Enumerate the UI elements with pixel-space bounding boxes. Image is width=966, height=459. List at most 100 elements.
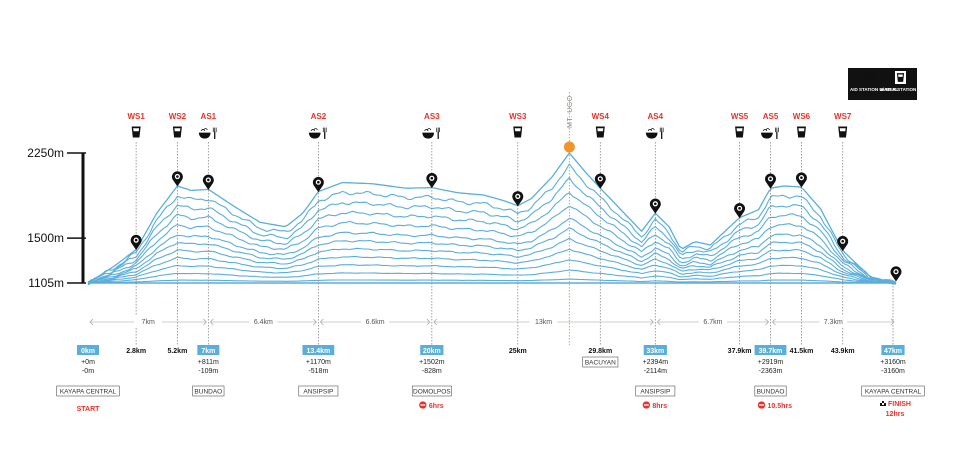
segment-label-bg — [249, 316, 278, 327]
station-markers: WS1 WS2 AS1 AS2 AS3 WS3 WS4 AS4 WS5 AS5 WS6 WS7 MT. … — [127, 92, 902, 345]
flag-square — [880, 401, 882, 403]
segment-label-bg — [529, 316, 558, 327]
cutoff-time: 10.5hrs — [768, 403, 793, 410]
contour-line-12 — [88, 278, 897, 284]
station-code-ws1: WS1 — [127, 112, 145, 121]
legend-aid-label: AID STATION w/ MEAL — [850, 87, 898, 92]
station-pin-icon — [594, 173, 606, 189]
contour-line-8 — [87, 237, 897, 285]
contour-line-3 — [87, 177, 897, 285]
aid-station-icon — [198, 127, 217, 140]
station-gain: +811m — [198, 359, 219, 366]
station-km-label: 43.9km — [831, 348, 855, 355]
station-pin-icon — [130, 234, 142, 251]
segment-label-bg — [134, 316, 163, 327]
segment-distance-label: 7km — [142, 319, 155, 326]
station-gain: +1170m — [306, 359, 331, 366]
segment-arrow-left — [433, 318, 438, 326]
legend: AID STATION w/ MEAL WATER STATION — [848, 68, 917, 100]
segment-arrow-left — [656, 318, 661, 326]
start-label: START — [77, 406, 101, 413]
station-km-label: 5.2km — [167, 348, 187, 355]
contour-line-2 — [87, 163, 897, 286]
km-highlight-label: 7km — [201, 348, 215, 355]
cutoff-time: 8hrs — [652, 403, 667, 410]
segment-arrow-right — [313, 318, 317, 326]
aid-station-icon — [308, 127, 328, 140]
flag-square — [884, 401, 886, 403]
station-code-ws6: WS6 — [793, 112, 811, 121]
segment-distance-label: 7.3km — [824, 319, 843, 326]
legend-box — [848, 68, 917, 100]
segment-arrow-right — [426, 318, 431, 326]
flag-square — [882, 403, 884, 405]
segment-arrow-left — [89, 318, 94, 326]
segment-arrow-right — [650, 318, 654, 326]
place-label: KAYAPA CENTRAL — [60, 389, 117, 396]
km-highlight-box — [643, 345, 667, 355]
contour-line-6 — [87, 217, 896, 284]
elevation-tick-label: 1105m — [28, 276, 64, 290]
station-loss: -109m — [198, 368, 218, 375]
station-pin-icon — [837, 235, 849, 252]
place-box — [754, 385, 787, 397]
station-pin-icon — [202, 174, 214, 190]
station-pin-icon — [795, 172, 807, 188]
cutoff-time: 6hrs — [429, 403, 444, 410]
segment-arrow-left — [319, 318, 324, 326]
segment-arrow-right — [890, 318, 895, 326]
finish-cutoff: 12hrs — [886, 411, 905, 418]
station-pin-icon — [649, 198, 661, 214]
place-label: ANSIPSIP — [640, 389, 670, 396]
cutoff-icon — [419, 401, 427, 409]
segment-distance-label: 6.7km — [703, 319, 722, 326]
segment-label-bg — [819, 316, 848, 327]
station-gain: +1502m — [419, 359, 445, 366]
station-km-label: 29.8km — [588, 348, 612, 355]
water-station-icon — [735, 126, 745, 138]
contour-line-4 — [87, 192, 897, 285]
finish-gain: +3160m — [880, 359, 906, 366]
km-highlight-box — [77, 345, 99, 355]
finish-flag-icon — [880, 401, 886, 406]
place-label: BACUYAN — [585, 360, 616, 367]
place-box — [192, 385, 225, 397]
segment-arrow-right — [203, 318, 207, 326]
station-loss: -2363m — [759, 368, 783, 375]
station-pin-icon — [765, 173, 777, 189]
station-code-as2: AS2 — [311, 112, 327, 121]
segment-label-bg — [698, 316, 727, 327]
station-km-label: 37.9km — [728, 348, 752, 355]
station-code-as3: AS3 — [424, 112, 440, 121]
station-code-ws3: WS3 — [509, 112, 527, 121]
contour-line-5 — [87, 205, 897, 284]
station-loss: -2114m — [644, 368, 667, 375]
peak-label: MT. UGO — [567, 95, 574, 128]
place-box — [635, 385, 676, 397]
station-code-ws2: WS2 — [169, 112, 187, 121]
elevation-axis: 2250m 1500m 1105m — [27, 146, 86, 290]
water-station-icon — [513, 126, 523, 138]
station-code-ws5: WS5 — [731, 112, 749, 121]
station-code-ws7: WS7 — [834, 112, 852, 121]
legend-water-icon — [895, 71, 906, 84]
station-gain: +2919m — [758, 359, 784, 366]
place-label: DOMOLPOS — [413, 389, 451, 396]
finish-pin-icon — [890, 266, 902, 282]
station-code-ws4: WS4 — [592, 112, 610, 121]
contour-line-1 — [87, 152, 897, 284]
place-label: BUNDAO — [194, 389, 222, 396]
station-code-as5: AS5 — [763, 112, 779, 121]
km-highlight-label: 20km — [423, 348, 441, 355]
station-gain: +2394m — [643, 359, 669, 366]
station-labels: 0km +0m -0m KAYAPA CENTRAL START 2.8km 5.2km 7k… — [56, 345, 925, 418]
contour-line-11 — [87, 269, 897, 284]
station-pin-icon — [426, 172, 438, 189]
station-km-label: 25km — [509, 348, 527, 355]
place-box — [861, 385, 925, 397]
elevation-contours — [87, 152, 897, 286]
station-km-label: 2.8km — [126, 348, 146, 355]
water-station-icon — [131, 126, 141, 138]
